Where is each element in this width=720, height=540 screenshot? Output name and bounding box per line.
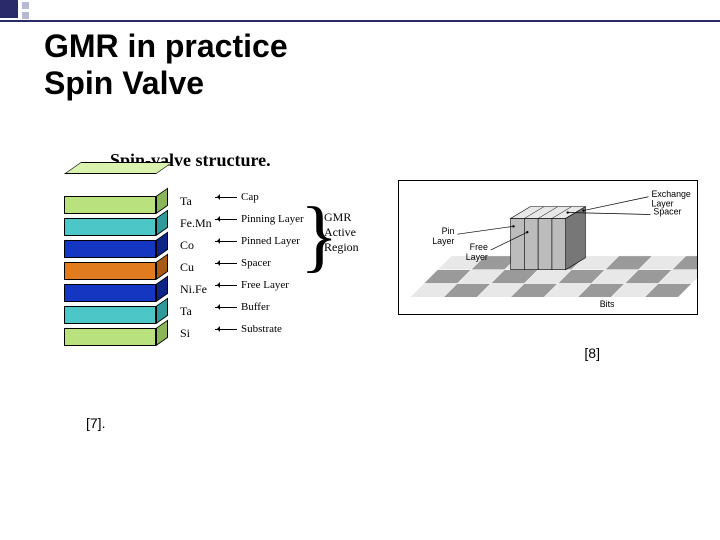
title-line-2: Spin Valve [44,65,204,101]
title-rule [0,20,720,22]
stack-layer-material-label: Ta [180,194,192,209]
label-free-layer: Free [470,242,488,252]
leader-arrow-icon [215,285,237,286]
stack-layer [64,214,174,236]
layer-function-row: Cap [215,186,305,208]
label-pin-layer: Layer [432,236,454,246]
layer-function-row: Pinned Layer [215,230,305,252]
stack-layer-material-label: Ta [180,304,192,319]
leader-arrow-icon [215,263,237,264]
stack-layer-material-label: Cu [180,260,194,275]
slide-title: GMR in practice Spin Valve [44,28,288,102]
stack-layer-material-label: Ni.Fe [180,282,207,297]
leader-arrow-icon [215,241,237,242]
label-spacer: Spacer [653,206,681,216]
leader-arrow-icon [215,329,237,330]
citation-8: [8] [584,345,600,361]
stack-layer-material-label: Co [180,238,194,253]
read-head-diagram: ExchangeLayerSpacerPinLayerFreeLayerBits [398,180,698,315]
layer-function-label: Spacer [241,257,271,269]
layer-function-column: Cap Pinning Layer Pinned Layer Spacer Free L… [215,186,305,340]
layer-function-label: Substrate [241,323,282,335]
gmr-active-region-label: GMR Active Region [324,210,384,255]
read-head-svg: ExchangeLayerSpacerPinLayerFreeLayerBits [399,181,697,314]
layer-function-row: Substrate [215,318,305,340]
leader-arrow-icon [215,219,237,220]
stack-layer [64,302,174,324]
stack-layer [64,280,174,302]
label-pin-layer: Pin [442,226,455,236]
leader-arrow-icon [215,197,237,198]
layer-function-label: Buffer [241,301,270,313]
layer-function-row: Free Layer [215,274,305,296]
layer-function-row: Spacer [215,252,305,274]
layer-function-label: Pinned Layer [241,235,300,247]
stack-top-cap [64,180,174,192]
citation-7: [7]. [86,415,105,431]
spin-valve-stack: TaFe.MnCoCuNi.FeTaSi [64,180,174,346]
title-line-1: GMR in practice [44,28,288,64]
layer-function-label: Pinning Layer [241,213,304,225]
stack-layer [64,324,174,346]
stack-layer-material-label: Fe.Mn [180,216,212,231]
leader-arrow-icon [215,307,237,308]
label-free-layer: Layer [466,252,488,262]
layer-function-row: Buffer [215,296,305,318]
layer-function-label: Cap [241,191,259,203]
stack-layer [64,236,174,258]
layer-function-label: Free Layer [241,279,289,291]
stack-layer [64,192,174,214]
stack-layer [64,258,174,280]
stack-layer-material-label: Si [180,326,190,341]
layer-function-row: Pinning Layer [215,208,305,230]
label-exchange-layer: Exchange [651,189,690,199]
label-bits: Bits [600,299,615,309]
